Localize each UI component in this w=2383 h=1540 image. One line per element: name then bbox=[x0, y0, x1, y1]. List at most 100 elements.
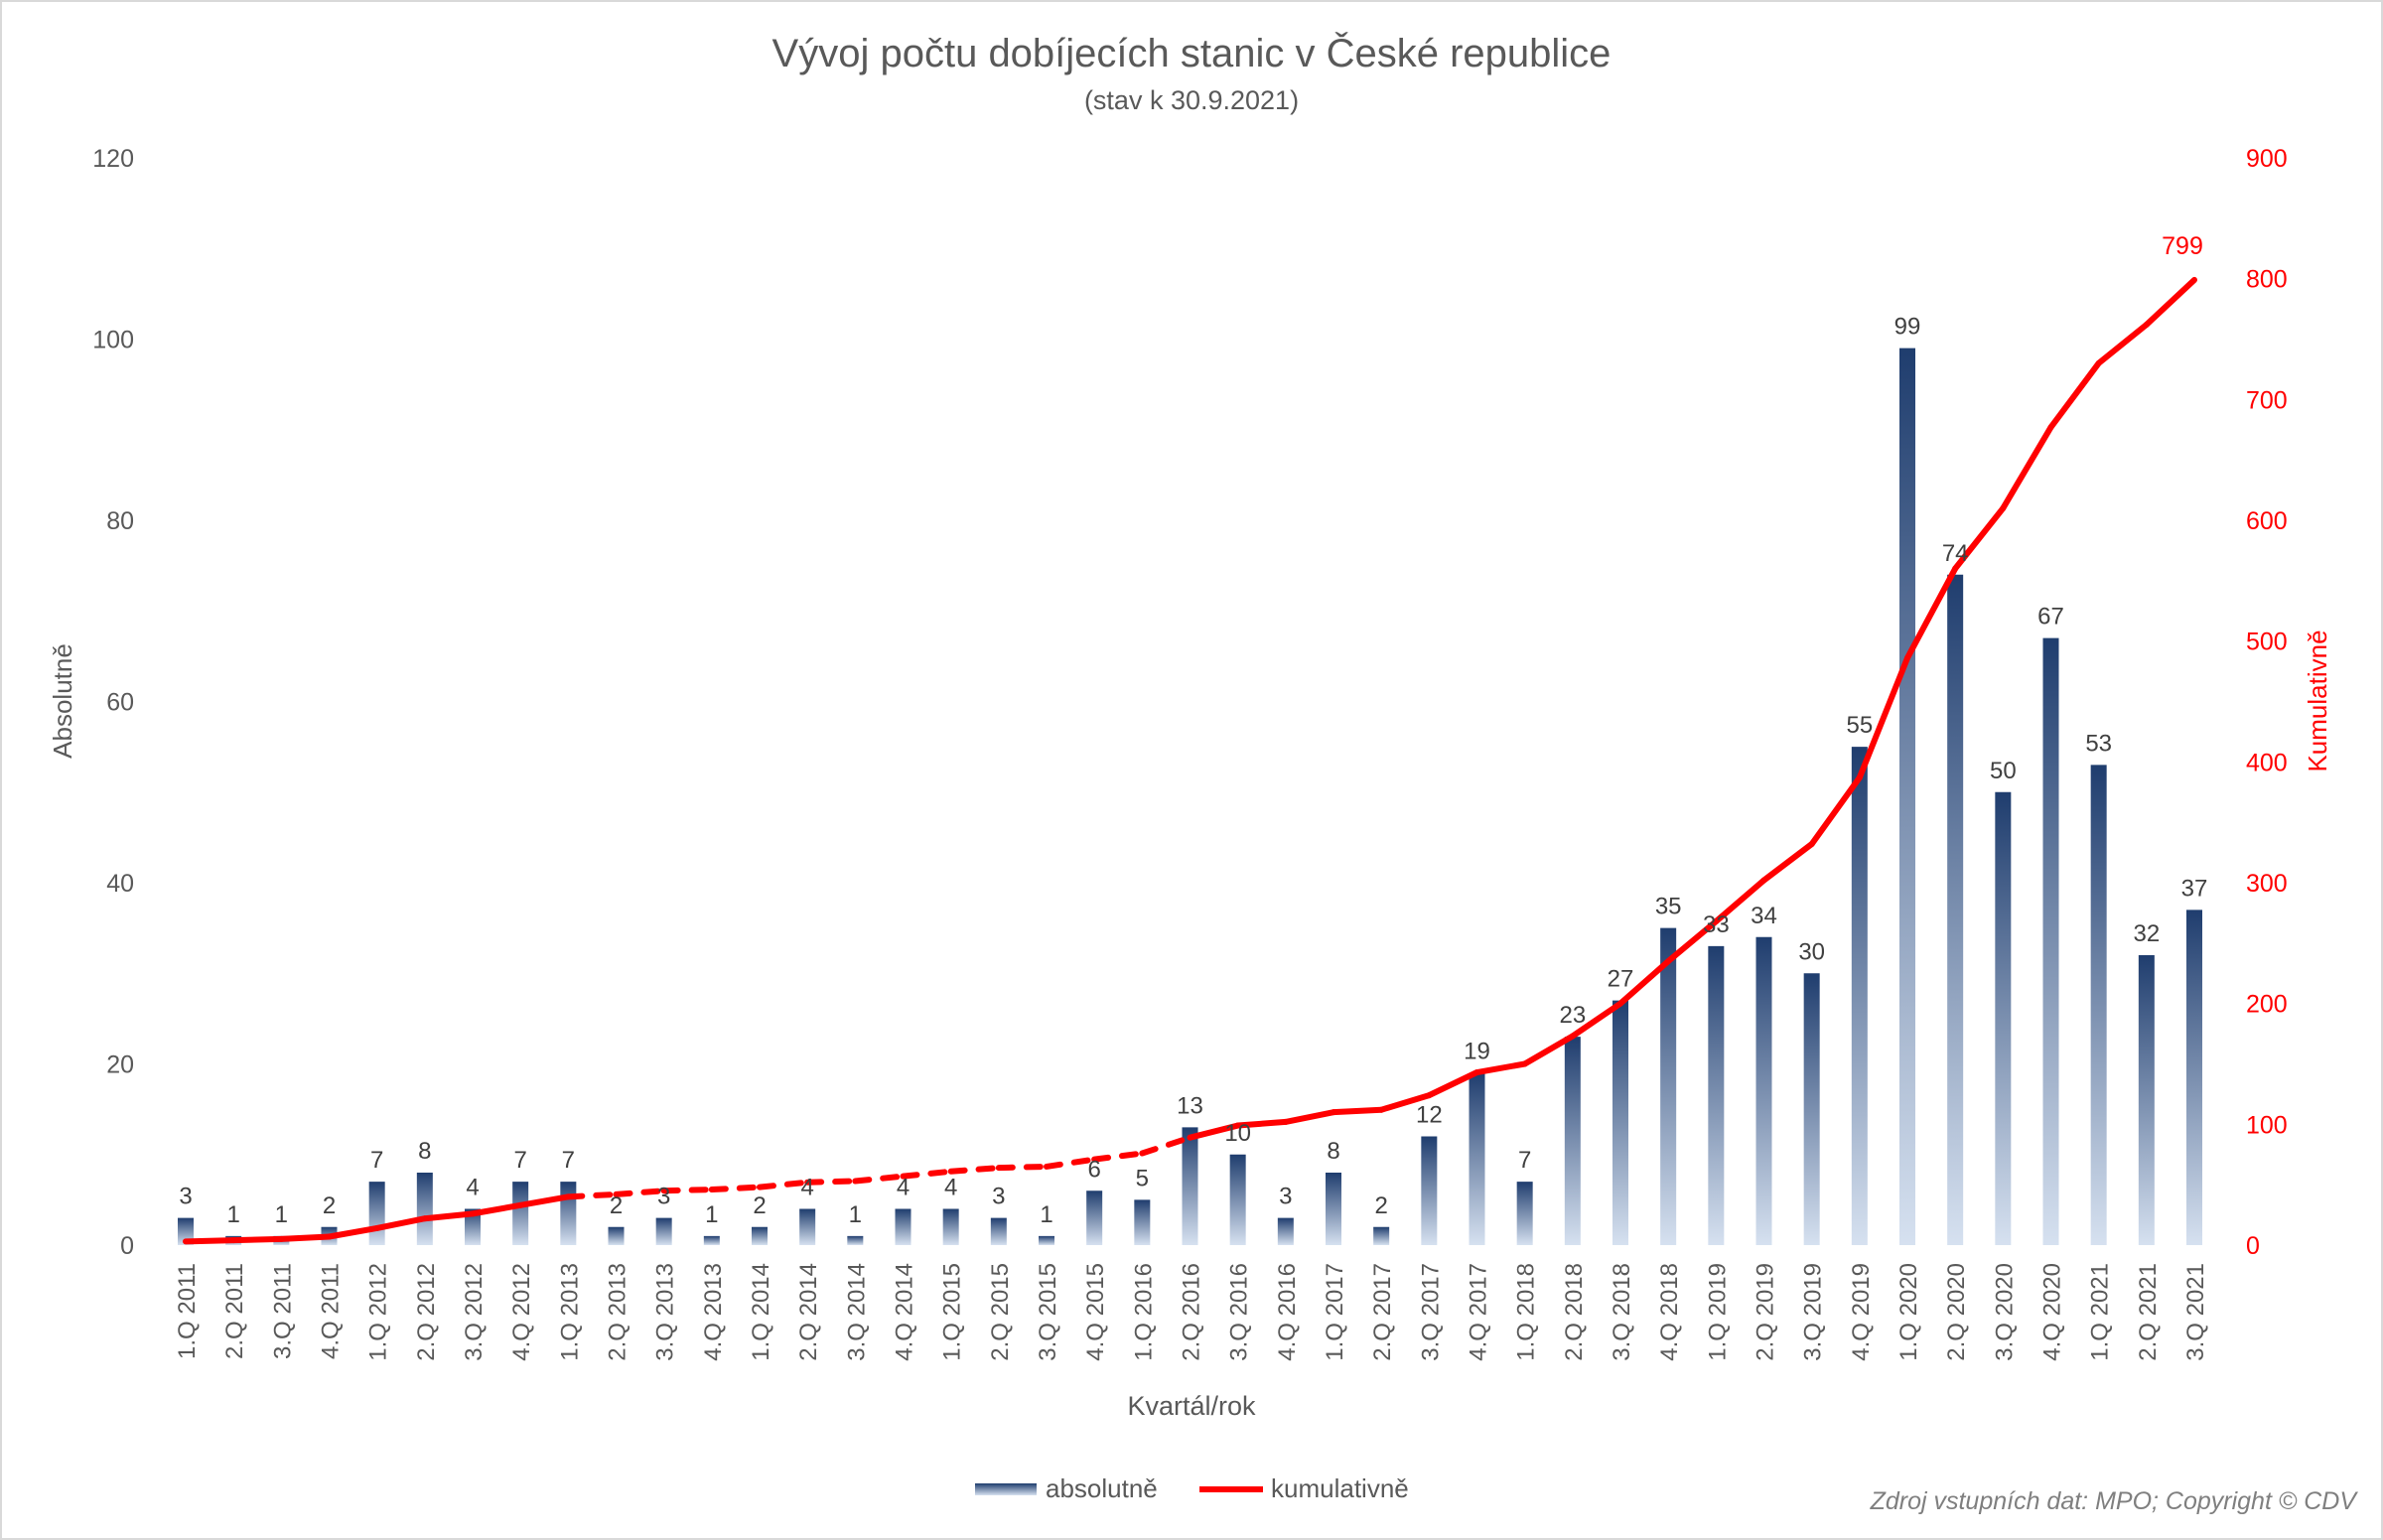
bar-data-label: 1 bbox=[226, 1201, 239, 1228]
bar-1Q2013 bbox=[560, 1182, 577, 1245]
x-tick-label: 1.Q 2020 bbox=[1895, 1263, 1922, 1361]
bar-data-label: 1 bbox=[275, 1201, 288, 1228]
cumulative-line-segment bbox=[1044, 1156, 1098, 1170]
bar-data-label: 37 bbox=[2181, 875, 2208, 902]
x-tick-label: 2.Q 2016 bbox=[1179, 1263, 1205, 1361]
bar-data-label: 8 bbox=[1327, 1138, 1339, 1165]
x-tick-label: 4.Q 2017 bbox=[1466, 1263, 1492, 1361]
bar-4Q2014 bbox=[895, 1208, 911, 1245]
bar-data-label: 1 bbox=[849, 1201, 862, 1228]
bar-data-label: 3 bbox=[992, 1184, 1005, 1210]
x-tick-label: 2.Q 2019 bbox=[1752, 1263, 1779, 1361]
cumulative-line-segment bbox=[1713, 877, 1767, 924]
x-tick-label: 1.Q 2016 bbox=[1130, 1263, 1157, 1361]
bar-data-label: 13 bbox=[1177, 1092, 1203, 1119]
x-tick-label: 4.Q 2018 bbox=[1656, 1263, 1683, 1361]
bar-3Q2015 bbox=[1039, 1235, 1054, 1245]
cumulative-line-segment bbox=[421, 1210, 476, 1222]
y-tick-label: 100 bbox=[92, 327, 134, 354]
x-tick-label: 4.Q 2013 bbox=[700, 1263, 727, 1361]
bar-1Q2021 bbox=[2090, 765, 2107, 1245]
bar-3Q2019 bbox=[1803, 973, 1820, 1245]
x-tick-label: 4.Q 2014 bbox=[892, 1263, 918, 1361]
x-tick-label: 2.Q 2018 bbox=[1561, 1263, 1588, 1361]
cumulative-line-segment bbox=[373, 1215, 428, 1231]
cumulative-line-segment bbox=[1426, 1069, 1480, 1099]
x-tick-label: 3.Q 2018 bbox=[1609, 1263, 1635, 1361]
y-axis-label: Absolutně bbox=[48, 643, 77, 759]
x-tick-label: 3.Q 2015 bbox=[1035, 1263, 1061, 1361]
bar-data-label: 6 bbox=[1087, 1156, 1100, 1183]
x-tick-label: 3.Q 2011 bbox=[269, 1263, 296, 1359]
bar-3Q2018 bbox=[1612, 1000, 1628, 1245]
bar-2Q2016 bbox=[1182, 1127, 1198, 1245]
cumulative-line-segment bbox=[326, 1224, 380, 1240]
cumulative-line-segment bbox=[2143, 276, 2197, 328]
bar-data-label: 4 bbox=[800, 1175, 813, 1201]
bar-2Q2021 bbox=[2138, 955, 2155, 1245]
x-tick-label: 4.Q 2011 bbox=[318, 1263, 345, 1359]
bar-data-label: 2 bbox=[323, 1192, 336, 1219]
cumulative-line-segment bbox=[1331, 1106, 1385, 1116]
x-tick-label: 4.Q 2016 bbox=[1274, 1263, 1301, 1361]
bar-1Q2020 bbox=[1899, 348, 1915, 1245]
bar-data-label: 3 bbox=[657, 1184, 670, 1210]
bar-data-label: 2 bbox=[1374, 1192, 1387, 1219]
cumulative-line-segment bbox=[1760, 841, 1815, 884]
bar-3Q2020 bbox=[1995, 791, 2012, 1245]
cumulative-line-segment bbox=[1617, 958, 1672, 1007]
cumulative-line-segment bbox=[1139, 1134, 1193, 1157]
x-tick-label: 2.Q 2011 bbox=[221, 1263, 248, 1359]
bar-2Q2019 bbox=[1755, 936, 1772, 1245]
bar-4Q2012 bbox=[512, 1182, 529, 1245]
bar-data-label: 35 bbox=[1655, 894, 1682, 920]
x-tick-label: 3.Q 2017 bbox=[1417, 1263, 1444, 1361]
x-tick-label: 4.Q 2015 bbox=[1082, 1263, 1109, 1361]
bar-data-label: 7 bbox=[513, 1147, 526, 1174]
bar-1Q2012 bbox=[368, 1182, 385, 1245]
x-tick-label: 2.Q 2020 bbox=[1943, 1263, 1970, 1361]
y2-tick-label: 300 bbox=[2246, 870, 2288, 898]
y2-tick-label: 100 bbox=[2246, 1111, 2288, 1139]
bar-data-label: 3 bbox=[1279, 1184, 1292, 1210]
legend-swatch-absolutne bbox=[975, 1483, 1037, 1495]
bar-1Q2017 bbox=[1326, 1173, 1341, 1245]
bar-data-label: 12 bbox=[1416, 1102, 1443, 1129]
bar-data-label: 23 bbox=[1559, 1002, 1586, 1029]
x-tick-label: 4.Q 2019 bbox=[1848, 1263, 1875, 1361]
bar-data-label: 53 bbox=[2085, 730, 2112, 757]
bar-1Q2014 bbox=[752, 1226, 768, 1245]
bar-data-label: 34 bbox=[1751, 903, 1777, 929]
cumulative-line-segment bbox=[1234, 1118, 1289, 1129]
x-tick-label: 2.Q 2013 bbox=[605, 1263, 631, 1361]
x-tick-label: 4.Q 2020 bbox=[2039, 1263, 2066, 1361]
bar-3Q2016 bbox=[1229, 1154, 1246, 1245]
bar-data-label: 8 bbox=[418, 1138, 431, 1165]
cumulative-line-segment bbox=[1856, 654, 1910, 781]
bar-1Q2011 bbox=[178, 1217, 194, 1245]
bar-4Q2020 bbox=[2042, 637, 2059, 1245]
bar-2Q2018 bbox=[1564, 1037, 1581, 1245]
cumulative-line-segment bbox=[1282, 1109, 1336, 1125]
bar-3Q2021 bbox=[2186, 910, 2202, 1245]
y2-tick-label: 0 bbox=[2246, 1232, 2260, 1260]
bar-data-label: 7 bbox=[1518, 1147, 1531, 1174]
x-tick-label: 1.Q 2017 bbox=[1322, 1263, 1348, 1361]
bar-4Q2019 bbox=[1851, 747, 1868, 1245]
bar-3Q2013 bbox=[655, 1217, 672, 1245]
y2-tick-label: 500 bbox=[2246, 629, 2288, 656]
bar-data-label: 32 bbox=[2133, 920, 2160, 947]
y2-tick-label: 600 bbox=[2246, 507, 2288, 535]
x-tick-label: 1.Q 2015 bbox=[939, 1263, 966, 1361]
x-tick-label: 2.Q 2014 bbox=[795, 1263, 822, 1361]
x-tick-label: 3.Q 2021 bbox=[2182, 1263, 2209, 1361]
source-note: Zdroj vstupních dat: MPO; Copyright © CD… bbox=[1870, 1487, 2359, 1515]
cumulative-line-segment bbox=[804, 1178, 859, 1186]
cumulative-line-segment bbox=[278, 1233, 333, 1242]
x-tick-label: 1.Q 2013 bbox=[556, 1263, 583, 1361]
cumulative-last-label: 799 bbox=[2162, 232, 2203, 260]
x-tick-label: 1.Q 2014 bbox=[748, 1263, 774, 1361]
x-tick-label: 1.Q 2019 bbox=[1704, 1263, 1731, 1361]
x-tick-label: 3.Q 2019 bbox=[1800, 1263, 1827, 1361]
